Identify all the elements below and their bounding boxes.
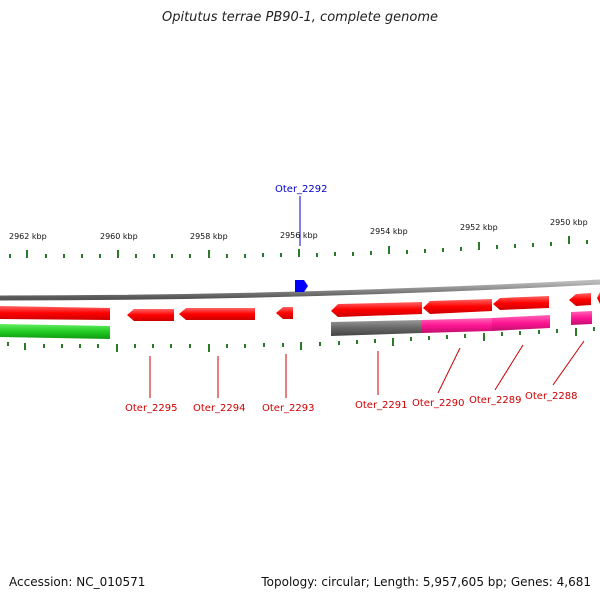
upper-ticks [9, 236, 588, 258]
gene-arrow[interactable] [493, 296, 549, 310]
gene-label[interactable]: Oter_2291 [355, 400, 408, 411]
gene-arrow[interactable] [0, 306, 110, 320]
genome-summary-text: Topology: circular; Length: 5,957,605 bp… [261, 575, 591, 589]
cog-block-pink [422, 318, 492, 333]
gene-label[interactable]: Oter_2293 [262, 403, 315, 414]
gene-arrow[interactable] [597, 292, 600, 304]
gene-arrow[interactable] [127, 309, 174, 321]
cog-track [0, 311, 592, 339]
highlight-gene-label: Oter_2292 [275, 184, 328, 195]
scale-label: 2950 kbp [550, 218, 588, 227]
cog-block-pink [571, 311, 592, 325]
scale-label: 2952 kbp [460, 223, 498, 232]
scale-label: 2962 kbp [9, 232, 47, 241]
gene-label[interactable]: Oter_2288 [525, 391, 578, 402]
gene-arrow[interactable] [331, 302, 422, 317]
accession-text: Accession: NC_010571 [9, 575, 146, 589]
gene-arrow[interactable] [179, 308, 255, 320]
highlight-gene-arrow[interactable] [295, 280, 308, 292]
gene-label[interactable]: Oter_2289 [469, 395, 522, 406]
scale-label: 2956 kbp [280, 231, 318, 240]
lower-ticks [7, 327, 595, 352]
cog-block-pink [492, 315, 550, 331]
gene-label[interactable]: Oter_2295 [125, 403, 178, 414]
scale-label: 2960 kbp [100, 232, 138, 241]
gene-label[interactable]: Oter_2294 [193, 403, 246, 414]
gene-arrow[interactable] [569, 293, 591, 306]
gene-label[interactable]: Oter_2290 [412, 398, 465, 409]
map-title: Opitutus terrae PB90-1, complete genome [161, 10, 439, 25]
cog-block-green [0, 324, 110, 339]
scale-label: 2954 kbp [370, 227, 408, 236]
gene-track [0, 292, 600, 321]
gene-arrow[interactable] [423, 299, 492, 314]
gene-label-connectors [149, 340, 585, 398]
gene-arrow[interactable] [276, 307, 293, 319]
cog-block-grey [331, 320, 422, 336]
genome-backbone [0, 279, 600, 301]
scale-label: 2958 kbp [190, 232, 228, 241]
